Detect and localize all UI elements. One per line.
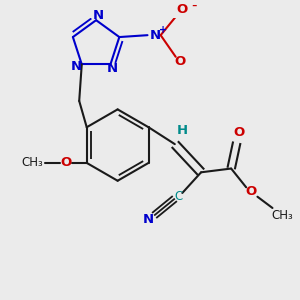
Text: H: H [177,124,188,137]
Text: O: O [245,184,256,198]
Text: C: C [174,190,183,203]
Text: O: O [60,156,72,170]
Text: CH₃: CH₃ [271,209,293,222]
Text: N: N [92,9,104,22]
Text: CH₃: CH₃ [21,156,43,170]
Text: N: N [70,60,82,73]
Text: N: N [107,61,118,75]
Text: +: + [159,26,167,35]
Text: O: O [175,55,186,68]
Text: N: N [149,29,161,42]
Text: -: - [191,0,196,13]
Text: O: O [233,126,244,140]
Text: O: O [177,3,188,16]
Text: N: N [143,213,154,226]
